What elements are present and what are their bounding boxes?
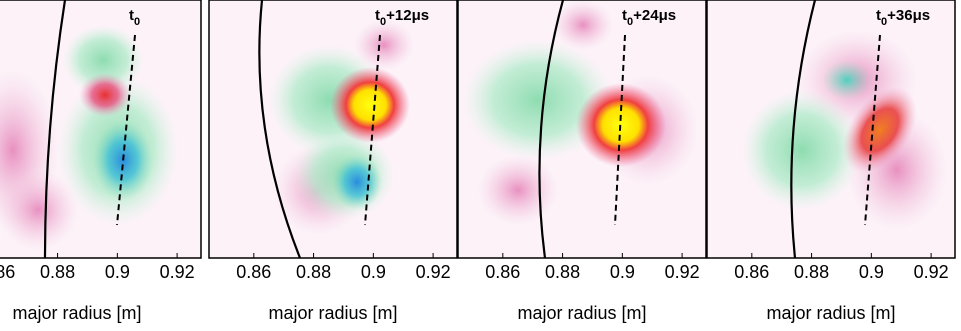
label-subscript: 0 — [134, 16, 140, 28]
x-tick-label: 0.86 — [0, 262, 15, 282]
panel-label: t0+12μs — [375, 7, 429, 28]
x-tick-label: 0.88 — [296, 262, 331, 282]
x-tick-label: 0.92 — [914, 262, 949, 282]
x-tick-label: 0.86 — [236, 262, 271, 282]
intensity-blob — [742, 90, 862, 210]
x-axis-label: major radius [m] — [517, 303, 646, 323]
label-subscript: 0 — [881, 16, 887, 28]
boundary-curve — [790, 0, 817, 258]
x-tick-label: 0.92 — [160, 262, 195, 282]
x-axis-label: major radius [m] — [268, 303, 397, 323]
x-tick-label: 0.86 — [734, 262, 769, 282]
x-tick-label: 0.92 — [416, 262, 451, 282]
image — [707, 0, 955, 258]
label-text: t — [876, 7, 881, 24]
x-tick-label: 0.9 — [610, 262, 635, 282]
boundary-curve — [258, 0, 302, 258]
image-frame — [706, 0, 956, 259]
label-subscript: 0 — [627, 16, 633, 28]
panel: t0+12μs 0.86 0.88 0.9 0.92 major radius [m] — [208, 0, 458, 323]
boundary-curve — [538, 0, 565, 258]
dashed-line — [864, 34, 881, 226]
intensity-blob — [843, 87, 917, 173]
intensity-blob — [478, 155, 558, 225]
x-tick-label: 0.88 — [40, 262, 75, 282]
x-tick-label: 0.92 — [665, 262, 700, 282]
label-suffix: +24μs — [633, 7, 676, 24]
label-suffix: +12μs — [386, 7, 429, 24]
panel-label: t0 — [129, 7, 140, 28]
x-tick-label: 0.9 — [859, 262, 884, 282]
intensity-blob — [553, 0, 613, 50]
panel-label: t0+36μs — [876, 7, 930, 28]
x-tick-label: 0.88 — [794, 262, 829, 282]
image-frame — [208, 0, 458, 259]
label-text: t — [622, 7, 627, 24]
label-text: t — [375, 7, 380, 24]
image — [209, 0, 457, 258]
panel: t0+36μs 0.86 0.88 0.9 0.92 major radius [m] — [706, 0, 956, 323]
image — [458, 0, 706, 258]
intensity-blob — [822, 60, 872, 100]
intensity-blob — [79, 73, 131, 117]
panel: t0+24μs 0.86 0.88 0.9 0.92 major radius [m] — [457, 0, 707, 323]
image — [0, 0, 201, 258]
intensity-blob — [0, 170, 78, 250]
intensity-blob — [354, 20, 414, 70]
intensity-blob — [332, 154, 382, 210]
boundary-curve — [43, 0, 67, 258]
x-tick-label: 0.86 — [485, 262, 520, 282]
intensity-blob — [63, 25, 143, 95]
intensity-blob — [330, 67, 410, 143]
x-tick-label: 0.88 — [545, 262, 580, 282]
x-axis-label: major radius [m] — [12, 303, 141, 323]
panel: t0 0.86 0.88 0.9 0.92 major radius [m] — [0, 0, 202, 323]
dashed-line — [614, 34, 626, 226]
label-text: t — [129, 7, 134, 24]
image-frame — [457, 0, 707, 259]
dashed-line — [116, 34, 136, 226]
x-tick-label: 0.9 — [105, 262, 130, 282]
x-tick-label: 0.9 — [361, 262, 386, 282]
panel-label: t0+24μs — [622, 7, 676, 28]
intensity-blob — [463, 40, 613, 160]
x-axis-label: major radius [m] — [766, 303, 895, 323]
image-frame — [0, 0, 202, 259]
dashed-line — [364, 34, 381, 226]
label-suffix: +36μs — [887, 7, 930, 24]
label-subscript: 0 — [380, 16, 386, 28]
